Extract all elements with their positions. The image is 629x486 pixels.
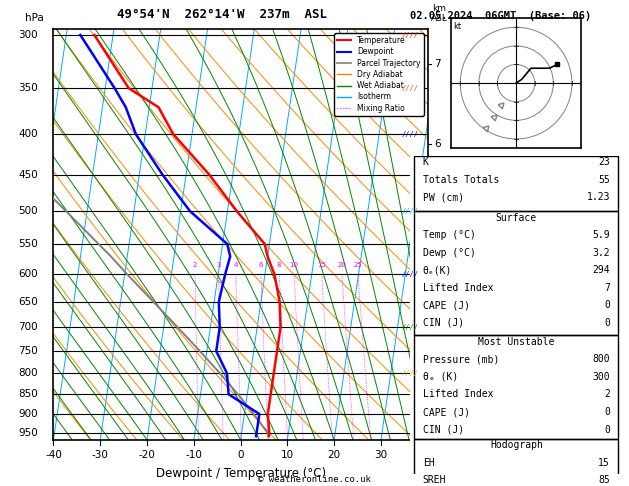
Text: 8: 8 <box>277 262 281 268</box>
Text: 2: 2 <box>192 262 197 268</box>
Text: 15: 15 <box>598 458 610 468</box>
Text: -10: -10 <box>186 450 203 460</box>
Text: Most Unstable: Most Unstable <box>478 337 555 347</box>
Text: 20: 20 <box>328 450 341 460</box>
Text: ////: //// <box>401 131 418 137</box>
Text: 20: 20 <box>337 262 346 268</box>
Text: -30: -30 <box>92 450 109 460</box>
Text: 10: 10 <box>289 262 298 268</box>
Text: 300: 300 <box>18 30 38 40</box>
Text: ////: //// <box>401 32 418 38</box>
Text: 850: 850 <box>18 389 38 399</box>
Text: 30: 30 <box>374 450 387 460</box>
Text: 550: 550 <box>18 239 38 249</box>
Text: 0: 0 <box>604 424 610 434</box>
Text: 4: 4 <box>435 274 441 284</box>
Text: Surface: Surface <box>496 213 537 223</box>
Text: 450: 450 <box>18 170 38 180</box>
Text: 950: 950 <box>18 428 38 437</box>
Legend: Temperature, Dewpoint, Parcel Trajectory, Dry Adiabat, Wet Adiabat, Isotherm, Mi: Temperature, Dewpoint, Parcel Trajectory… <box>335 33 424 116</box>
Bar <box>415 156 618 211</box>
Text: 23: 23 <box>598 157 610 167</box>
Bar <box>415 211 618 335</box>
Text: -20: -20 <box>138 450 155 460</box>
Text: CIN (J): CIN (J) <box>423 318 464 328</box>
Text: Totals Totals: Totals Totals <box>423 174 499 185</box>
Text: CAPE (J): CAPE (J) <box>423 407 470 417</box>
Text: ////: //// <box>401 208 418 214</box>
Text: ////: //// <box>401 370 418 376</box>
Text: 800: 800 <box>18 368 38 379</box>
Bar <box>415 335 618 439</box>
Text: PW (cm): PW (cm) <box>423 192 464 202</box>
Text: 700: 700 <box>18 322 38 332</box>
Text: 1.23: 1.23 <box>586 192 610 202</box>
Text: θₑ(K): θₑ(K) <box>423 265 452 276</box>
Text: ////: //// <box>401 324 418 330</box>
Text: 6: 6 <box>435 139 441 149</box>
Text: 650: 650 <box>18 297 38 307</box>
Text: SREH: SREH <box>423 475 447 486</box>
Text: 300: 300 <box>593 372 610 382</box>
Text: 6: 6 <box>259 262 263 268</box>
Text: Mixing Ratio (g/kg): Mixing Ratio (g/kg) <box>455 241 464 327</box>
Text: 750: 750 <box>18 346 38 356</box>
Text: 0: 0 <box>604 407 610 417</box>
Text: 15: 15 <box>317 262 326 268</box>
Text: 3: 3 <box>216 262 221 268</box>
Text: -40: -40 <box>45 450 62 460</box>
Text: ////: //// <box>401 271 418 277</box>
Text: LCL: LCL <box>435 431 452 441</box>
Text: θₑ (K): θₑ (K) <box>423 372 458 382</box>
Text: 800: 800 <box>593 354 610 364</box>
Bar <box>415 439 618 486</box>
Text: hPa: hPa <box>25 13 44 23</box>
Text: 40: 40 <box>421 450 434 460</box>
Text: 5.9: 5.9 <box>593 230 610 241</box>
Text: Lifted Index: Lifted Index <box>423 283 493 293</box>
Text: 7: 7 <box>435 59 441 69</box>
Text: 294: 294 <box>593 265 610 276</box>
Text: 85: 85 <box>598 475 610 486</box>
Text: 2: 2 <box>604 389 610 399</box>
Text: CAPE (J): CAPE (J) <box>423 300 470 311</box>
Text: 02.05.2024  06GMT  (Base: 06): 02.05.2024 06GMT (Base: 06) <box>410 11 591 21</box>
Text: Temp (°C): Temp (°C) <box>423 230 476 241</box>
Text: 5: 5 <box>435 209 441 220</box>
Text: 0: 0 <box>237 450 244 460</box>
Text: 500: 500 <box>18 206 38 216</box>
Text: 900: 900 <box>18 409 38 419</box>
Text: CIN (J): CIN (J) <box>423 424 464 434</box>
Text: © weatheronline.co.uk: © weatheronline.co.uk <box>258 474 371 484</box>
Text: 0: 0 <box>604 318 610 328</box>
Text: 350: 350 <box>18 83 38 93</box>
Text: Lifted Index: Lifted Index <box>423 389 493 399</box>
Text: km
ASL: km ASL <box>430 4 447 23</box>
Text: Dewp (°C): Dewp (°C) <box>423 248 476 258</box>
Text: 7: 7 <box>604 283 610 293</box>
Text: 400: 400 <box>18 129 38 139</box>
Text: 4: 4 <box>233 262 238 268</box>
Text: 3: 3 <box>435 332 441 343</box>
Text: 55: 55 <box>598 174 610 185</box>
Text: Pressure (mb): Pressure (mb) <box>423 354 499 364</box>
Text: Dewpoint / Temperature (°C): Dewpoint / Temperature (°C) <box>155 467 326 480</box>
Text: 3.2: 3.2 <box>593 248 610 258</box>
Text: Hodograph: Hodograph <box>490 440 543 451</box>
Text: kt: kt <box>454 22 462 31</box>
Text: 2: 2 <box>435 387 441 397</box>
Text: K: K <box>423 157 429 167</box>
Text: 49°54'N  262°14'W  237m  ASL: 49°54'N 262°14'W 237m ASL <box>117 8 327 21</box>
Text: 10: 10 <box>281 450 294 460</box>
Text: 0: 0 <box>604 300 610 311</box>
Text: 600: 600 <box>18 269 38 279</box>
Text: EH: EH <box>423 458 435 468</box>
Text: ////: //// <box>401 85 418 91</box>
Text: 25: 25 <box>353 262 362 268</box>
